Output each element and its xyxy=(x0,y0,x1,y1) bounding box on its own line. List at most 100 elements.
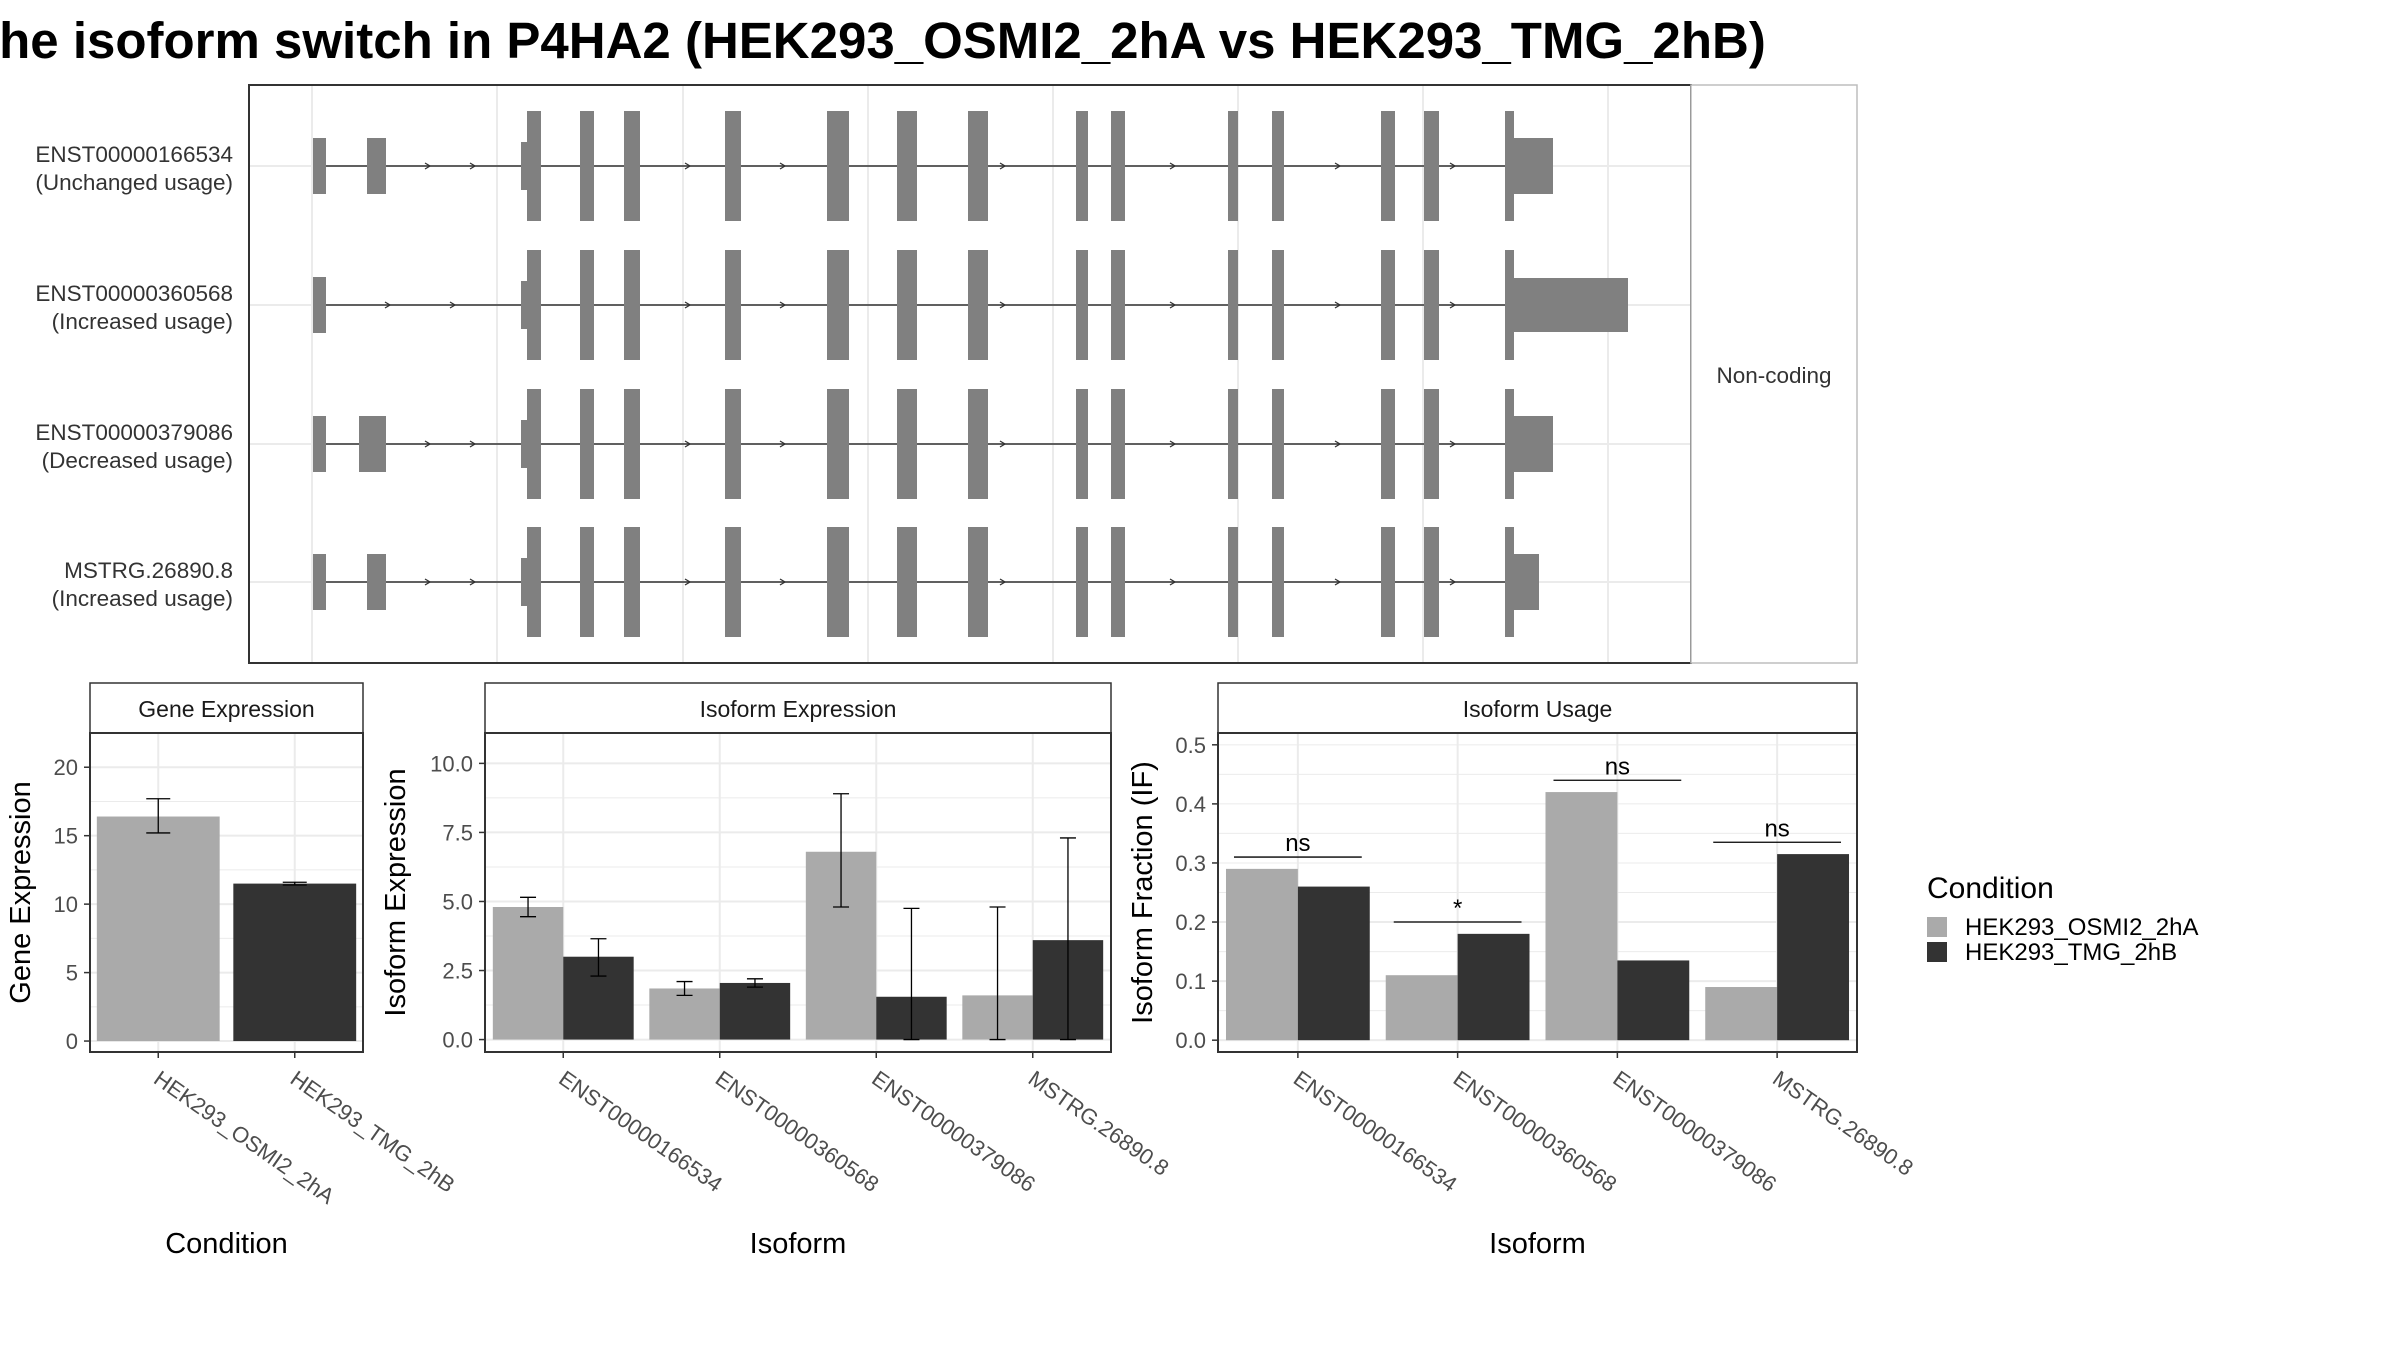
transcript-structure-row xyxy=(313,389,1553,499)
x-axis-title: Condition xyxy=(165,1228,288,1260)
intron-arrow xyxy=(469,440,477,448)
coding-exon xyxy=(1424,111,1439,221)
x-tick-label: MSTRG.26890.8 xyxy=(1768,1066,1918,1181)
coding-exon xyxy=(1272,250,1284,360)
x-tick-label: ENST00000360568 xyxy=(711,1066,884,1197)
coding-exon xyxy=(1272,389,1284,499)
intron-arrow xyxy=(1334,578,1342,586)
coding-exon xyxy=(1424,527,1439,637)
coding-exon xyxy=(1272,527,1284,637)
coding-exon xyxy=(1228,250,1238,360)
coding-exon xyxy=(968,527,988,637)
intron-arrow xyxy=(999,301,1007,309)
bar xyxy=(1545,792,1618,1041)
legend-label: HEK293_OSMI2_2hA xyxy=(1965,914,2198,941)
coding-exon xyxy=(624,111,640,221)
coding-exon xyxy=(1111,389,1125,499)
y-tick-label: 0.2 xyxy=(1175,910,1206,935)
coding-exon xyxy=(1424,250,1439,360)
coding-exon xyxy=(580,250,594,360)
x-tick-label: ENST00000360568 xyxy=(1449,1066,1622,1197)
utr-exon xyxy=(367,554,386,610)
coding-exon xyxy=(527,111,541,221)
legend-label: HEK293_TMG_2hB xyxy=(1965,939,2177,966)
y-axis-title: Isoform Expression xyxy=(380,768,412,1016)
bar xyxy=(1297,886,1370,1041)
intron-arrow xyxy=(469,162,477,170)
coding-exon xyxy=(1076,527,1088,637)
y-tick-label: 15 xyxy=(54,824,78,849)
utr-exon xyxy=(521,558,530,606)
intron-arrow xyxy=(779,301,787,309)
coding-exon xyxy=(897,527,917,637)
y-axis-title: Isoform Fraction (IF) xyxy=(1127,761,1159,1024)
y-tick-label: 0.5 xyxy=(1175,733,1206,758)
y-tick-label: 0.4 xyxy=(1175,792,1206,817)
intron-arrow xyxy=(424,440,432,448)
transcript-id-label: MSTRG.26890.8 xyxy=(64,558,233,583)
utr-exon xyxy=(313,138,326,194)
x-axis-title: Isoform xyxy=(1489,1228,1586,1260)
x-tick-label: ENST00000166534 xyxy=(1289,1066,1462,1197)
coding-exon xyxy=(1228,527,1238,637)
x-tick-label: MSTRG.26890.8 xyxy=(1024,1066,1174,1181)
coding-exon xyxy=(725,527,741,637)
panel-strip-label: Isoform Expression xyxy=(700,696,897,722)
coding-exon xyxy=(624,527,640,637)
noncoding-strip-label: Non-coding xyxy=(1716,363,1831,388)
bar xyxy=(492,907,564,1040)
intron-arrow xyxy=(999,440,1007,448)
coding-exon xyxy=(1076,111,1088,221)
coding-exon xyxy=(1505,111,1514,221)
coding-exon xyxy=(624,389,640,499)
coding-exon xyxy=(827,111,849,221)
y-tick-label: 2.5 xyxy=(442,959,473,984)
legend-title: Condition xyxy=(1927,872,2054,905)
plot-title: The isoform switch in P4HA2 (HEK293_OSMI… xyxy=(0,12,1766,69)
bar xyxy=(1225,868,1298,1041)
bar xyxy=(96,816,220,1042)
coding-exon xyxy=(968,111,988,221)
intron-arrow xyxy=(449,301,457,309)
transcript-id-label: ENST00000166534 xyxy=(35,142,233,167)
coding-exon xyxy=(1076,389,1088,499)
transcript-usage-label: (Increased usage) xyxy=(52,586,233,611)
intron-arrow xyxy=(1449,578,1457,586)
significance-label: ns xyxy=(1764,815,1789,842)
coding-exon xyxy=(968,250,988,360)
panel-border xyxy=(484,732,1112,1053)
intron-arrow xyxy=(684,162,692,170)
utr-exon xyxy=(367,138,386,194)
panel-border xyxy=(1217,732,1858,1053)
coding-exon xyxy=(1424,389,1439,499)
coding-exon xyxy=(897,250,917,360)
intron-arrow xyxy=(469,578,477,586)
legend-swatch xyxy=(1927,917,1947,937)
y-tick-label: 5.0 xyxy=(442,889,473,914)
x-tick-label: ENST00000379086 xyxy=(1609,1066,1782,1197)
significance-label: ns xyxy=(1285,830,1310,857)
coding-exon xyxy=(1111,111,1125,221)
coding-exon xyxy=(1381,250,1395,360)
transcript-usage-label: (Unchanged usage) xyxy=(35,170,233,195)
coding-exon xyxy=(897,389,917,499)
y-tick-label: 5 xyxy=(66,961,78,986)
intron-arrow xyxy=(779,162,787,170)
coding-exon xyxy=(827,250,849,360)
coding-exon xyxy=(1228,389,1238,499)
intron-arrow xyxy=(1169,301,1177,309)
intron-arrow xyxy=(999,162,1007,170)
intron-arrow xyxy=(779,578,787,586)
y-tick-label: 7.5 xyxy=(442,820,473,845)
coding-exon xyxy=(527,527,541,637)
utr-exon xyxy=(313,416,326,472)
coding-exon xyxy=(580,111,594,221)
y-tick-label: 20 xyxy=(54,755,78,780)
coding-exon xyxy=(580,389,594,499)
bar xyxy=(233,883,357,1042)
coding-exon xyxy=(527,389,541,499)
intron-arrow xyxy=(684,440,692,448)
coding-exon xyxy=(1505,250,1514,360)
